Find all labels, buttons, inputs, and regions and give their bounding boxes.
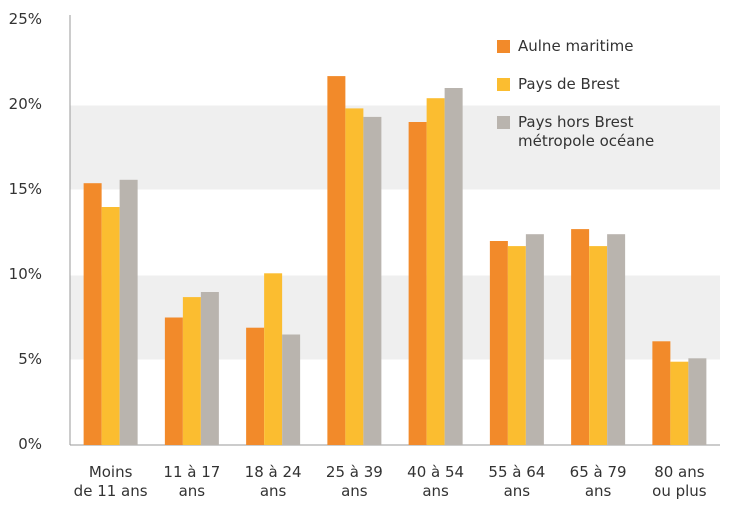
- bar: [264, 273, 283, 445]
- legend-label: Pays hors Brest métropole océane: [518, 113, 655, 150]
- y-tick-label: 10%: [8, 265, 42, 283]
- bar: [670, 361, 689, 445]
- bar: [652, 341, 671, 445]
- y-tick-label: 20%: [8, 95, 42, 113]
- y-tick-label: 15%: [8, 180, 42, 198]
- x-tick-label: 40 à 54 ans: [407, 463, 465, 500]
- y-tick-label: 0%: [18, 435, 42, 453]
- bar: [246, 327, 265, 445]
- bar: [571, 229, 590, 445]
- band: [70, 105, 720, 190]
- bar: [83, 183, 102, 445]
- legend-swatch: [497, 40, 510, 53]
- bar: [345, 108, 364, 446]
- x-tick-label: 11 à 17 ans: [163, 463, 221, 500]
- bar: [426, 98, 445, 445]
- x-tick-label: 18 à 24 ans: [244, 463, 302, 500]
- x-tick-label: 80 ans ou plus: [652, 463, 707, 500]
- bar: [408, 122, 427, 445]
- bar: [182, 297, 201, 445]
- bar: [525, 234, 544, 445]
- bar: [282, 334, 301, 445]
- bar: [688, 358, 707, 445]
- y-tick-label: 25%: [8, 10, 42, 28]
- bar: [164, 317, 183, 445]
- x-tick-label: Moins de 11 ans: [73, 463, 148, 500]
- y-tick-label: 5%: [18, 350, 42, 368]
- legend-label: Pays de Brest: [518, 75, 620, 93]
- bar: [589, 246, 608, 445]
- bar: [101, 207, 120, 445]
- x-tick-label: 25 à 39 ans: [325, 463, 383, 500]
- legend-swatch: [497, 78, 510, 91]
- x-tick-label: 55 à 64 ans: [488, 463, 546, 500]
- x-tick-label: 65 à 79 ans: [569, 463, 627, 500]
- legend-swatch: [497, 116, 510, 129]
- bar: [363, 116, 382, 446]
- bar: [444, 88, 463, 445]
- bar: [119, 179, 138, 446]
- bar: [327, 76, 346, 445]
- bar: [507, 246, 526, 445]
- bar: [489, 241, 508, 445]
- bar: [200, 292, 219, 445]
- bar: [607, 234, 626, 445]
- legend-label: Aulne maritime: [518, 37, 634, 55]
